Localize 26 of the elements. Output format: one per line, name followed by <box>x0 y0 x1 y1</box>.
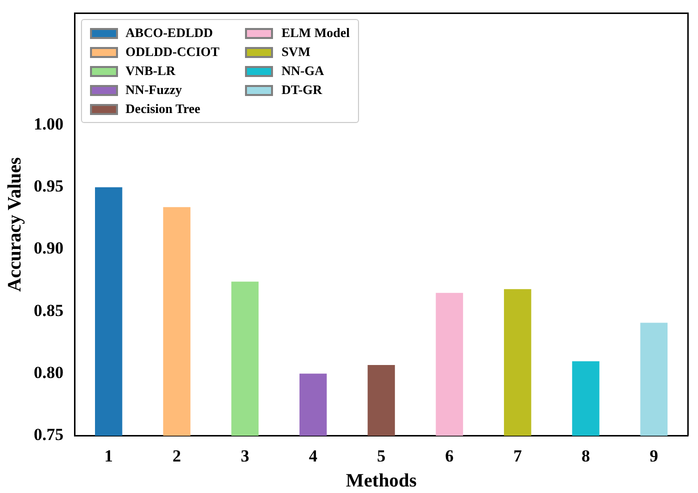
legend-label: SVM <box>281 44 310 60</box>
y-tick-label: 0.75 <box>34 425 64 444</box>
legend-label: ELM Model <box>281 25 350 42</box>
y-tick-label: 0.90 <box>34 238 64 258</box>
legend-label: VNB-LR <box>126 63 176 80</box>
y-tick-label: 0.95 <box>34 176 64 196</box>
legend-label: NN-GA <box>281 63 324 80</box>
x-tick-label: 3 <box>240 446 250 466</box>
y-tick-label: 0.85 <box>34 300 64 320</box>
legend-label: DT-GR <box>281 82 322 98</box>
y-tick-label: 0.80 <box>34 363 64 382</box>
x-tick-label: 5 <box>377 446 386 466</box>
x-tick-label: 7 <box>513 446 522 466</box>
x-tick-label: 1 <box>104 446 113 466</box>
y-axis-title: Accuracy Values <box>4 157 26 292</box>
x-tick-label: 8 <box>582 446 590 466</box>
x-tick-label: 9 <box>650 446 658 466</box>
x-tick-label: 2 <box>172 446 182 466</box>
legend-label: NN-Fuzzy <box>126 82 182 98</box>
x-tick-label: 6 <box>445 446 454 466</box>
y-tick-label: 1.00 <box>34 114 64 134</box>
legend-label: ABCO-EDLDD <box>126 25 213 42</box>
x-tick-label: 4 <box>308 446 318 466</box>
legend-label: Decision Tree <box>126 101 200 118</box>
legend-label: ODLDD-CCIOT <box>126 44 220 60</box>
x-axis-title: Methods <box>346 470 417 492</box>
